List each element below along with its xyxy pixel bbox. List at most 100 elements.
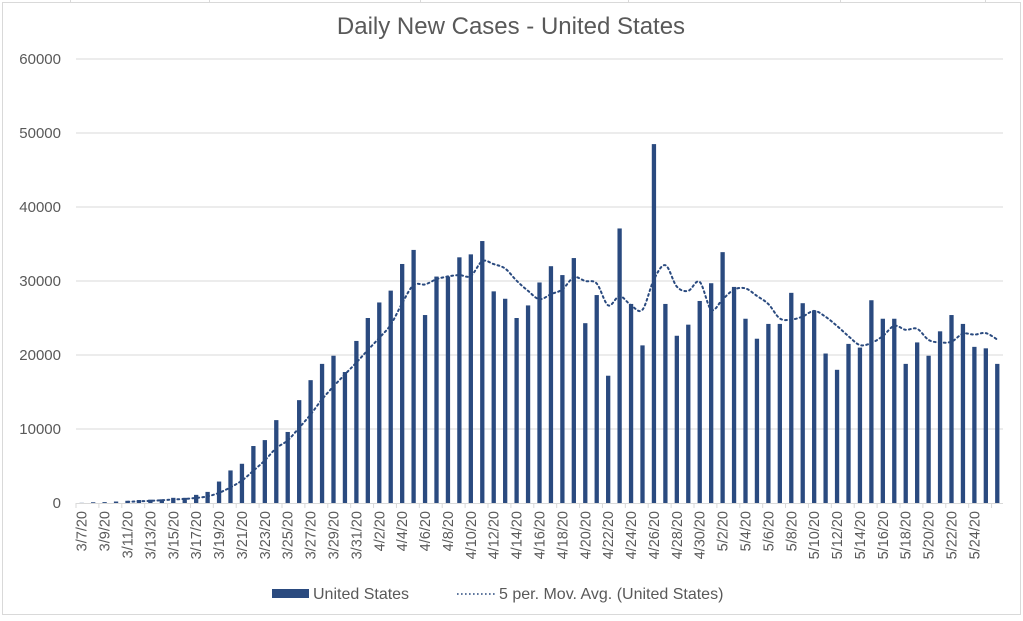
bar — [548, 266, 554, 503]
bar — [789, 292, 794, 503]
x-tick-label: 3/27/20 — [304, 511, 320, 559]
bar — [560, 275, 565, 503]
bar — [903, 363, 908, 503]
bar — [674, 335, 679, 503]
bar — [754, 338, 760, 503]
bar — [869, 300, 874, 503]
x-tick-label: 4/6/20 — [418, 511, 434, 551]
bar — [388, 290, 393, 503]
x-tick-label: 5/10/20 — [807, 511, 823, 559]
y-tick-label: 50000 — [19, 125, 61, 142]
x-tick-label: 5/12/20 — [830, 511, 846, 559]
bar — [617, 228, 622, 503]
x-tick-label: 5/4/20 — [739, 511, 755, 551]
bar — [823, 353, 828, 503]
x-axis-tick-labels: 3/7/20 3/9/20 3/11/20 3/13/20 3/15/20 3/17/20… — [75, 511, 984, 559]
x-tick-label: 3/13/20 — [143, 511, 159, 559]
bar — [537, 282, 542, 503]
x-tick-label: 3/29/20 — [327, 511, 343, 559]
x-tick-label: 3/11/20 — [121, 511, 137, 558]
bar — [480, 241, 485, 504]
x-tick-label: 5/8/20 — [784, 511, 800, 551]
bar — [651, 144, 657, 503]
x-tick-label: 5/24/20 — [967, 511, 983, 559]
bar — [880, 318, 885, 503]
bar — [766, 323, 771, 503]
chart-title: Daily New Cases - United States — [337, 13, 685, 40]
x-tick-label: 5/16/20 — [876, 511, 892, 559]
legend-label-united-states: United States — [313, 586, 409, 603]
bar — [457, 257, 462, 503]
bar — [892, 318, 897, 503]
bar — [91, 502, 96, 503]
bar — [857, 347, 863, 503]
bar — [354, 340, 359, 503]
x-tick-label: 4/14/20 — [510, 511, 526, 559]
bar — [606, 375, 611, 503]
bar — [491, 291, 496, 503]
bar — [960, 323, 966, 503]
bar — [285, 431, 290, 503]
bar — [915, 342, 920, 503]
x-tick-label: 4/24/20 — [624, 511, 640, 559]
bar — [205, 491, 210, 503]
x-tick-label: 3/19/20 — [212, 511, 228, 559]
y-tick-label: 60000 — [19, 51, 61, 68]
bar — [777, 323, 782, 503]
bar — [697, 300, 702, 503]
x-tick-label: 4/22/20 — [601, 511, 617, 559]
bar — [743, 318, 748, 503]
y-tick-label: 20000 — [19, 347, 61, 364]
bar — [182, 497, 187, 503]
moving-average-line — [126, 259, 999, 503]
y-tick-label: 40000 — [19, 199, 61, 216]
bar — [503, 298, 508, 503]
x-axis — [75, 503, 1003, 508]
bar — [937, 331, 943, 503]
bar — [319, 363, 325, 503]
x-tick-label: 4/12/20 — [487, 511, 503, 559]
y-tick-label: 0 — [53, 495, 61, 512]
y-tick-label: 30000 — [19, 273, 61, 290]
x-tick-label: 4/18/20 — [555, 511, 571, 559]
bar — [525, 305, 531, 503]
bar — [800, 303, 805, 503]
x-tick-label: 5/18/20 — [899, 511, 915, 559]
x-tick-label: 4/8/20 — [441, 511, 457, 551]
bar — [583, 323, 588, 503]
bar — [628, 303, 634, 503]
bar — [342, 372, 348, 503]
bar — [468, 254, 473, 503]
legend-bar-swatch — [272, 589, 309, 598]
x-tick-label: 4/16/20 — [533, 511, 549, 559]
bar — [239, 463, 245, 503]
x-tick-label: 3/31/20 — [349, 511, 365, 559]
bar — [834, 369, 840, 503]
x-tick-label: 4/30/20 — [693, 511, 709, 559]
bar — [113, 501, 119, 503]
bar — [983, 348, 988, 503]
x-tick-label: 4/10/20 — [464, 511, 480, 559]
bar — [846, 343, 851, 503]
x-tick-label: 3/7/20 — [75, 511, 91, 551]
bar-series-united-states — [79, 144, 1000, 504]
x-tick-label: 3/17/20 — [189, 511, 205, 559]
x-tick-label: 3/9/20 — [98, 511, 114, 551]
x-tick-label: 4/4/20 — [395, 511, 411, 551]
x-tick-label: 3/23/20 — [258, 511, 274, 559]
bar — [377, 302, 382, 503]
x-tick-label: 4/26/20 — [647, 511, 663, 559]
bar — [274, 420, 279, 503]
bar — [400, 263, 405, 503]
x-tick-label: 5/6/20 — [761, 511, 777, 551]
bar — [445, 276, 451, 503]
bar — [571, 258, 576, 503]
bar — [251, 446, 256, 503]
x-tick-label: 4/28/20 — [670, 511, 686, 559]
moving-average-series — [126, 259, 999, 503]
x-tick-label: 4/2/20 — [372, 511, 388, 551]
bar — [812, 310, 817, 503]
bar — [308, 380, 313, 503]
